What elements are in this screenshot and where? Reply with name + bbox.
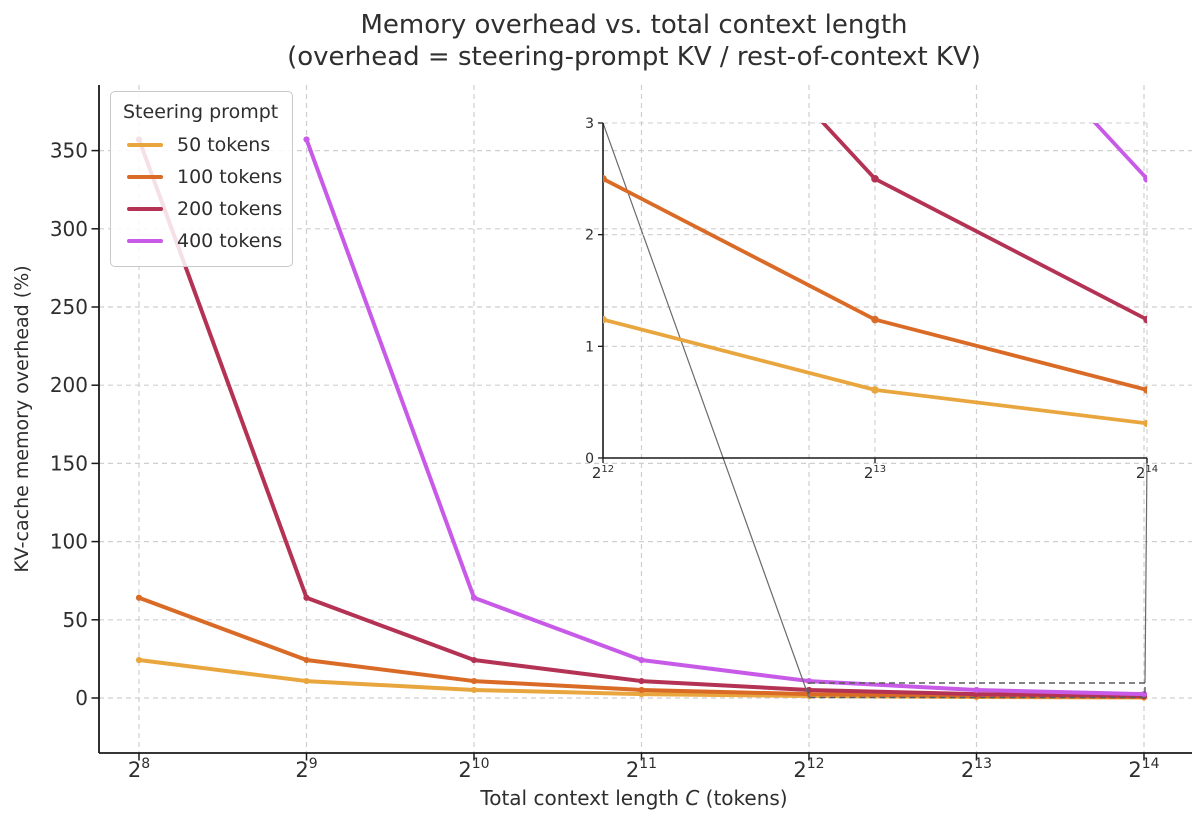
legend-item: 200 tokens bbox=[121, 193, 282, 225]
legend-item: 400 tokens bbox=[121, 225, 282, 257]
inset-series-line-50-tokens bbox=[603, 317, 1147, 426]
y-tick-label: 100 bbox=[50, 530, 88, 554]
inset-connector-right bbox=[1144, 457, 1148, 684]
legend-box: Steering prompt 50 tokens 100 tokens 200 t… bbox=[110, 91, 293, 267]
inset-series-lines bbox=[603, 123, 1147, 428]
x-axis-variable: C bbox=[685, 786, 700, 810]
y-axis-label: KV-cache memory overhead (%) bbox=[11, 265, 33, 573]
y-tick-label: 250 bbox=[50, 295, 88, 319]
chart-title-line1: Memory overhead vs. total context length bbox=[360, 10, 908, 40]
x-tick-label: 28 bbox=[128, 756, 150, 782]
series-line-400-tokens bbox=[304, 137, 1146, 697]
x-tick-label: 211 bbox=[626, 756, 657, 782]
inset-y-tick-label: 1 bbox=[585, 339, 594, 355]
legend-title: Steering prompt bbox=[123, 101, 279, 123]
legend-item: 50 tokens bbox=[121, 129, 282, 161]
inset-connector-left bbox=[602, 122, 810, 698]
y-tick-label: 300 bbox=[50, 217, 88, 241]
x-tick-label: 213 bbox=[961, 756, 992, 782]
legend-label: 400 tokens bbox=[177, 230, 283, 252]
legend-item: 100 tokens bbox=[121, 161, 282, 193]
x-axis-label: Total context length C (tokens) bbox=[480, 786, 788, 810]
legend-label: 200 tokens bbox=[177, 198, 283, 220]
inset-x-tick-label: 213 bbox=[864, 464, 886, 482]
y-tick-label: 350 bbox=[50, 139, 88, 163]
inset-x-tick-label: 212 bbox=[592, 464, 614, 482]
chart-title-line2: (overhead = steering-prompt KV / rest-of… bbox=[287, 42, 981, 72]
x-tick-label: 210 bbox=[458, 756, 489, 782]
legend-items: 50 tokens 100 tokens 200 tokens 400 tokens bbox=[121, 129, 282, 257]
y-tick-label: 50 bbox=[63, 608, 88, 632]
zoom-indicator bbox=[602, 122, 1148, 699]
x-tick-label: 212 bbox=[793, 756, 824, 782]
y-tick-label: 0 bbox=[75, 686, 88, 710]
legend-swatch bbox=[127, 238, 163, 244]
inset-gridlines bbox=[603, 122, 1148, 458]
legend-label: 50 tokens bbox=[177, 134, 271, 156]
legend-label: 100 tokens bbox=[177, 166, 283, 188]
legend-swatch bbox=[127, 206, 163, 212]
zoom-region-rect bbox=[808, 682, 1146, 699]
y-tick-label: 150 bbox=[50, 451, 88, 475]
y-tick-label: 200 bbox=[50, 373, 88, 397]
main-series-lines bbox=[135, 136, 1148, 701]
legend-swatch bbox=[127, 142, 163, 148]
inset-y-tick-label: 2 bbox=[585, 228, 594, 244]
inset-y-tick-label: 0 bbox=[585, 451, 594, 467]
inset-y-tick-label: 3 bbox=[585, 116, 594, 132]
x-tick-label: 29 bbox=[295, 756, 317, 782]
inset-axes: 0 1 2 3 212 213 214 bbox=[585, 116, 1158, 482]
x-tick-label: 214 bbox=[1128, 756, 1159, 782]
legend-swatch bbox=[127, 174, 163, 180]
inset-x-tick-label: 214 bbox=[1136, 464, 1158, 482]
